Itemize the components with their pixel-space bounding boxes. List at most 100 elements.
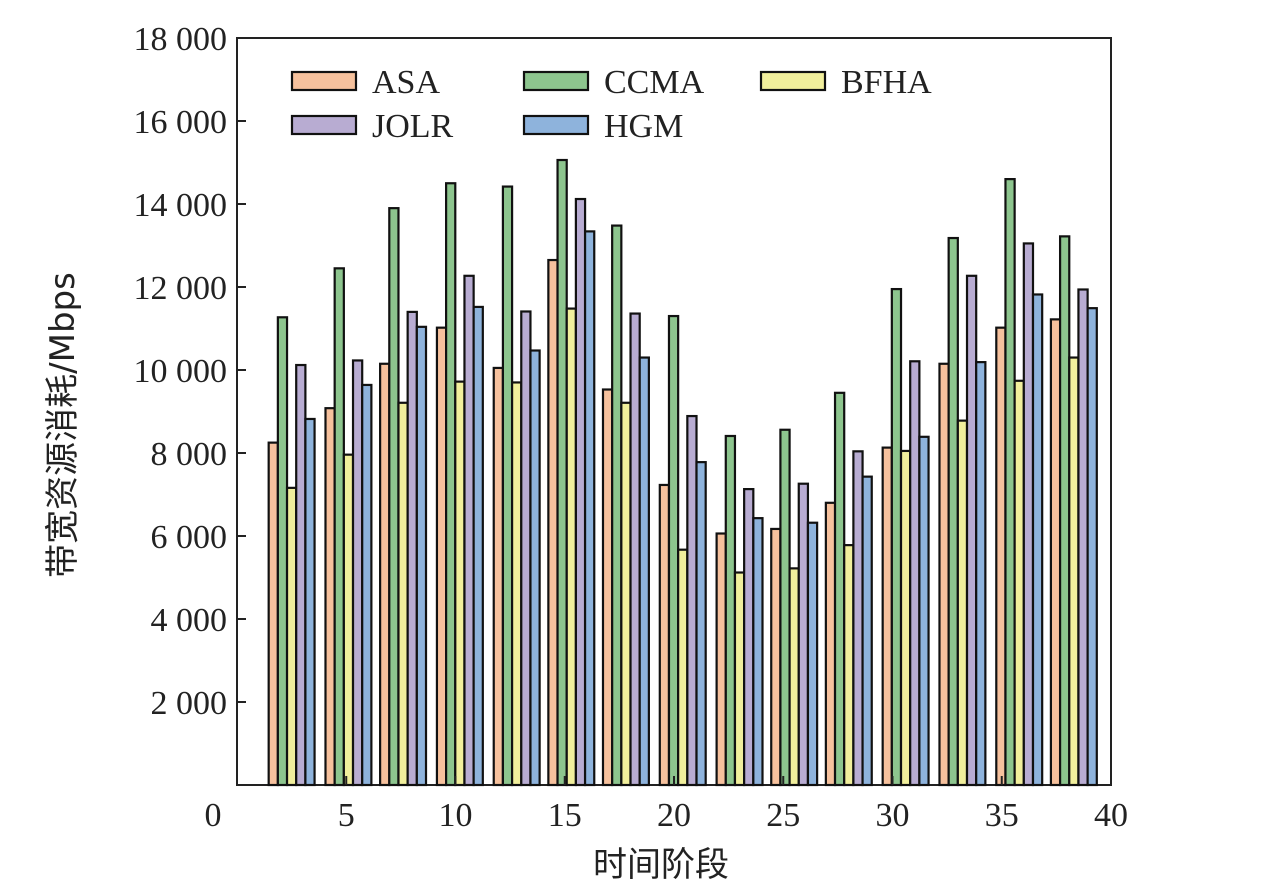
bar-jolr-6 [574, 197, 587, 787]
x-tick-label: 25 [766, 797, 800, 834]
bar-bfha-10 [788, 567, 800, 787]
bar-bfha-5 [510, 381, 523, 787]
x-tick-label: 30 [876, 797, 910, 834]
bar-jolr-5 [520, 310, 532, 787]
bar-ccma-4 [445, 182, 457, 787]
bar-jolr-2 [351, 359, 364, 787]
bar-jolr-4 [463, 274, 475, 787]
bar-bfha-4 [454, 380, 466, 787]
bar-hgm-4 [472, 305, 484, 787]
bar-hgm-14 [1031, 293, 1044, 787]
bar-jolr-12 [909, 360, 921, 787]
y-tick-label: 16 000 [134, 104, 228, 141]
bar-asa-15 [1049, 318, 1062, 787]
bar-hgm-10 [806, 521, 819, 787]
bar-bfha-1 [285, 486, 298, 787]
y-tick-label: 2 000 [151, 685, 228, 722]
bar-jolr-11 [852, 450, 864, 787]
legend-swatch-jolr [290, 114, 358, 136]
bar-asa-1 [267, 441, 279, 787]
y-tick-label: 8 000 [151, 436, 228, 473]
bar-ccma-7 [611, 224, 623, 787]
x-axis-title: 时间阶段 [593, 845, 729, 885]
bar-jolr-3 [406, 310, 418, 787]
bar-hgm-15 [1086, 307, 1098, 787]
bar-jolr-9 [743, 488, 755, 787]
bar-hgm-6 [583, 230, 596, 787]
bar-ccma-15 [1058, 235, 1071, 787]
bar-hgm-5 [529, 349, 541, 787]
legend-label-ccma: CCMA [604, 64, 705, 101]
bar-jolr-8 [686, 414, 698, 787]
bar-asa-12 [881, 446, 893, 787]
bar-ccma-13 [947, 236, 959, 787]
bar-hgm-7 [638, 356, 650, 787]
bar-hgm-2 [361, 383, 373, 787]
bar-bfha-3 [397, 401, 409, 787]
legend-swatch-ccma [522, 70, 590, 92]
bar-asa-11 [824, 501, 837, 787]
y-tick-label: 4 000 [151, 602, 228, 639]
y-axis: 2 000 4 000 6 000 8 000 10 000 12 000 14 000 16… [134, 21, 246, 722]
bar-bfha-12 [899, 449, 912, 787]
x-tick-label: 0 [205, 797, 222, 834]
bar-asa-7 [601, 388, 614, 787]
bar-ccma-1 [276, 316, 289, 787]
bar-hgm-8 [695, 461, 707, 787]
bar-hgm-11 [861, 475, 873, 787]
bar-ccma-8 [667, 314, 680, 787]
bar-bfha-13 [956, 419, 969, 787]
bar-asa-5 [492, 366, 505, 787]
bar-asa-9 [715, 532, 727, 787]
x-tick-label: 35 [985, 797, 1019, 834]
legend-swatch-bfha [759, 70, 827, 92]
bar-jolr-10 [797, 482, 810, 787]
bar-bfha-14 [1013, 379, 1025, 787]
bar-asa-3 [379, 362, 391, 787]
bar-ccma-5 [501, 185, 514, 787]
bar-bfha-7 [620, 401, 632, 787]
x-tick-label: 10 [439, 797, 473, 834]
x-tick-label: 20 [657, 797, 691, 834]
bar-hgm-12 [918, 435, 930, 787]
bar-bfha-6 [565, 307, 577, 787]
bar-jolr-7 [629, 312, 641, 787]
bar-asa-2 [324, 407, 336, 787]
x-axis: 0 5 10 15 20 25 30 35 40 [205, 776, 1128, 834]
bar-ccma-3 [388, 207, 400, 787]
bar-asa-4 [435, 326, 448, 787]
legend-label-hgm: HGM [604, 108, 683, 145]
bar-ccma-14 [1004, 178, 1016, 787]
bar-bfha-2 [342, 453, 355, 787]
bar-hgm-3 [415, 325, 428, 787]
legend-swatch-asa [290, 70, 358, 92]
legend-label-asa: ASA [372, 64, 440, 101]
bar-ccma-2 [333, 267, 345, 787]
x-tick-label: 15 [548, 797, 582, 834]
y-tick-label: 12 000 [134, 270, 228, 307]
y-axis-title: 带宽资源消耗/Mbps [43, 272, 83, 578]
legend-label-bfha: BFHA [841, 64, 932, 101]
bar-bfha-9 [733, 571, 746, 787]
y-tick-label: 6 000 [151, 519, 228, 556]
bar-ccma-9 [724, 434, 737, 787]
y-tick-label: 18 000 [134, 21, 228, 58]
bar-bfha-15 [1068, 356, 1080, 787]
bar-ccma-10 [779, 428, 791, 787]
bar-jolr-14 [1022, 242, 1035, 787]
legend-label-jolr: JOLR [372, 108, 454, 145]
y-tick-label: 10 000 [134, 353, 228, 390]
bars-layer [267, 158, 1098, 787]
bar-asa-8 [658, 483, 671, 787]
bar-bfha-8 [677, 548, 689, 787]
bar-ccma-11 [833, 391, 846, 787]
y-tick-label: 14 000 [134, 187, 228, 224]
bar-asa-6 [547, 258, 559, 787]
legend-swatch-hgm [522, 114, 590, 136]
bar-ccma-6 [556, 158, 568, 787]
legend: ASA CCMA BFHA JOLR HGM [290, 64, 932, 145]
bar-ccma-12 [890, 287, 903, 787]
bar-hgm-9 [752, 517, 764, 787]
bar-asa-14 [995, 326, 1007, 787]
bar-bfha-11 [843, 544, 855, 787]
